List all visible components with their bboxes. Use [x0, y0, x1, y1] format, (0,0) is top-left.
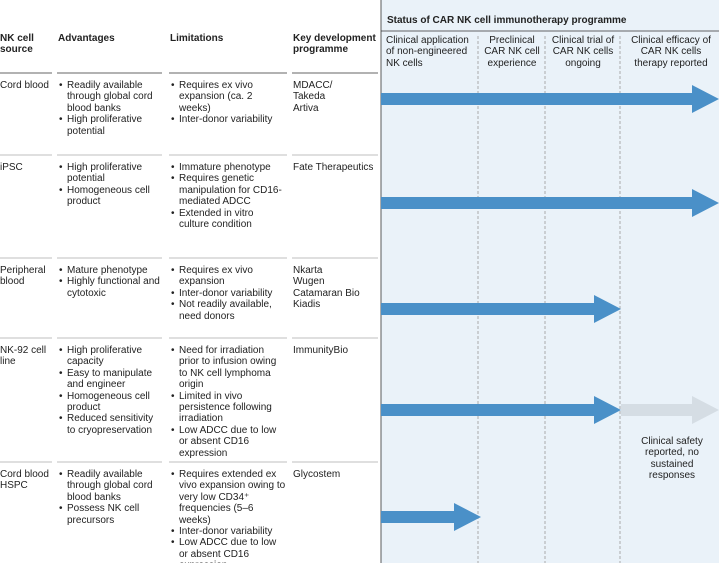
- stage-header: Preclinical CAR NK cell experience: [484, 35, 540, 69]
- bullet-item: Homogeneous cell product: [58, 185, 162, 208]
- stage-header: Clinical efficacy of CAR NK cells therap…: [631, 35, 711, 69]
- programme: ImmunityBio: [293, 345, 349, 356]
- limitations: Requires ex vivo expansion (ca. 2 weeks)…: [170, 80, 286, 126]
- programme: Artiva: [293, 102, 319, 114]
- programmes: ImmunityBio: [293, 345, 379, 356]
- advantages: Mature phenotypeHighly functional and cy…: [58, 265, 162, 299]
- programme: Takeda: [293, 91, 326, 103]
- bullet-item: Readily available through global cord bl…: [58, 80, 162, 114]
- programme: Fate Therapeutics: [293, 162, 374, 173]
- limitations: Need for irradiation prior to infusion o…: [170, 345, 286, 459]
- bullet-item: Immature phenotype: [170, 162, 286, 174]
- programme: Nkarta: [293, 265, 323, 276]
- bullet-item: Requires ex vivo expansion (ca. 2 weeks): [170, 80, 286, 114]
- source: iPSC: [0, 162, 23, 173]
- bullet-item: Highly functional and cytotoxic: [58, 276, 162, 299]
- bullet-item: Reduced sensitivity to cryopreservation: [58, 413, 162, 436]
- programme: Glycostem: [293, 469, 341, 480]
- bullet-item: High proliferative potential: [58, 162, 162, 185]
- bullet-item: Requires extended ex vivo expansion owin…: [170, 469, 286, 526]
- note: Clinical safety reported, no sustained r…: [641, 436, 703, 482]
- progress-arrow: [381, 189, 719, 217]
- bullet-item: Limited in vivo persistence following ir…: [170, 391, 286, 425]
- bullet-item: Low ADCC due to low or absent CD16 expre…: [170, 425, 286, 459]
- bullet-item: Inter-donor variability: [170, 114, 286, 126]
- bullet-item: Need for irradiation prior to infusion o…: [170, 345, 286, 391]
- bullet-item: Inter-donor variability: [170, 526, 286, 538]
- advantages: Readily available through global cord bl…: [58, 469, 162, 526]
- programme: Wugen: [293, 276, 325, 288]
- limitations: Immature phenotypeRequires genetic manip…: [170, 162, 286, 230]
- limitations: Requires extended ex vivo expansion owin…: [170, 469, 286, 563]
- bullet-item: Possess NK cell precursors: [58, 503, 162, 526]
- programmes: MDACC/Takeda Artiva: [293, 80, 379, 114]
- source: Cord blood HSPC: [0, 469, 49, 492]
- bullet-item: Mature phenotype: [58, 265, 162, 277]
- bullet-item: Inter-donor variability: [170, 288, 286, 300]
- column-header: Limitations: [170, 33, 224, 44]
- progress-arrow: [381, 85, 719, 113]
- bullet-item: Low ADCC due to low or absent CD16 expre…: [170, 537, 286, 563]
- bullet-item: Easy to manipulate and engineer: [58, 368, 162, 391]
- source: NK-92 cell line: [0, 345, 47, 368]
- bullet-item: Not readily available, need donors: [170, 299, 286, 322]
- bullet-item: High proliferative capacity: [58, 345, 162, 368]
- advantages: Readily available through global cord bl…: [58, 80, 162, 137]
- programme: Catamaran Bio: [293, 287, 360, 299]
- programmes: Glycostem: [293, 469, 379, 480]
- bullet-item: Homogeneous cell product: [58, 391, 162, 414]
- progress-arrow: [381, 503, 481, 531]
- source: Cord blood: [0, 80, 49, 91]
- column-header: NK cell source: [0, 33, 34, 56]
- stage-header: Clinical application of non-engineered N…: [386, 35, 469, 69]
- progress-arrow: [381, 396, 621, 424]
- status-title: Status of CAR NK cell immunotherapy prog…: [387, 15, 627, 26]
- programmes: Fate Therapeutics: [293, 162, 379, 173]
- programme: MDACC/: [293, 80, 333, 91]
- bullet-item: High proliferative potential: [58, 114, 162, 137]
- progress-arrow: [381, 295, 621, 323]
- advantages: High proliferative capacityEasy to manip…: [58, 345, 162, 436]
- bullet-item: Requires ex vivo expansion: [170, 265, 286, 288]
- bullet-item: Readily available through global cord bl…: [58, 469, 162, 503]
- programmes: Nkarta Wugen Catamaran Bio Kiadis: [293, 265, 379, 311]
- progress-arrow-pending: [621, 396, 719, 424]
- source: Peripheral blood: [0, 265, 46, 288]
- bullet-item: Requires genetic manipulation for CD16-m…: [170, 173, 286, 207]
- advantages: High proliferative potentialHomogeneous …: [58, 162, 162, 208]
- column-header: Advantages: [58, 33, 115, 44]
- column-header: Key development programme: [293, 33, 376, 56]
- limitations: Requires ex vivo expansionInter-donor va…: [170, 265, 286, 322]
- programme: Kiadis: [293, 299, 321, 311]
- stage-header: Clinical trial of CAR NK cells ongoing: [551, 35, 615, 69]
- bullet-item: Extended in vitro culture condition: [170, 208, 286, 231]
